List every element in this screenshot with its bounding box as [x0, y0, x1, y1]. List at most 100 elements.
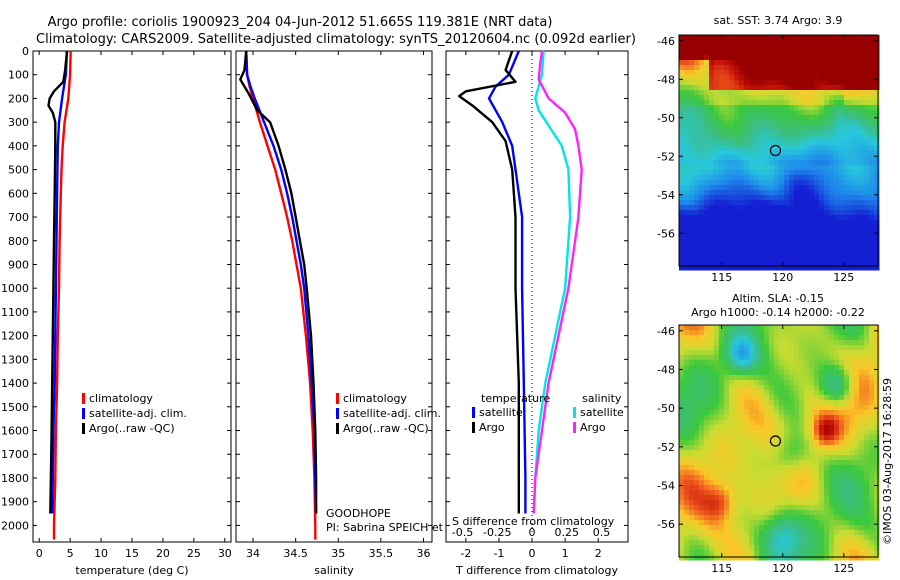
map-cell [684, 35, 690, 41]
map-cell [824, 360, 830, 366]
map-cell [789, 80, 795, 86]
map-cell [734, 205, 740, 211]
map-cell [724, 240, 730, 246]
map-cell [849, 90, 855, 96]
map-cell [704, 470, 710, 476]
map-cell [744, 400, 750, 406]
map-cell [864, 410, 870, 416]
map-cell [719, 550, 725, 556]
map-cell [849, 195, 855, 201]
map-cell [779, 145, 785, 151]
map-cell [844, 395, 850, 401]
map-cell [714, 355, 720, 361]
map-cell [839, 80, 845, 86]
map-cell [709, 375, 715, 381]
map-cell [719, 120, 725, 126]
map-cell [824, 150, 830, 156]
map-cell [699, 265, 705, 271]
map-cell [779, 375, 785, 381]
map-cell [819, 475, 825, 481]
map-cell [774, 115, 780, 121]
map-cell [874, 375, 880, 381]
map-cell [714, 215, 720, 221]
map-cell [714, 180, 720, 186]
map-cell [824, 435, 830, 441]
map-cell [714, 335, 720, 341]
map-cell [869, 530, 875, 536]
map-cell [714, 520, 720, 526]
map-cell [854, 370, 860, 376]
map-cell [699, 175, 705, 181]
map-cell [744, 350, 750, 356]
map-cell [714, 165, 720, 171]
map-cell [719, 535, 725, 541]
map-cell [704, 400, 710, 406]
map-cell [874, 395, 880, 401]
map-cell [844, 505, 850, 511]
map-cell [804, 215, 810, 221]
map-cell [739, 205, 745, 211]
map-cell [764, 120, 770, 126]
map-cell [739, 545, 745, 551]
map-cell [684, 385, 690, 391]
map-cell [814, 70, 820, 76]
map-cell [789, 355, 795, 361]
map-cell [819, 385, 825, 391]
map-cell [779, 500, 785, 506]
map-cell [754, 505, 760, 511]
map-cell [779, 350, 785, 356]
map-cell [819, 395, 825, 401]
map-cell [704, 110, 710, 116]
map-cell [719, 70, 725, 76]
map-cell [784, 465, 790, 471]
map-y-tick-label: -50 [657, 112, 675, 125]
map-cell [859, 425, 865, 431]
map-cell [799, 400, 805, 406]
map-cell [854, 60, 860, 66]
map-cell [789, 200, 795, 206]
map-cell [764, 450, 770, 456]
map-cell [769, 405, 775, 411]
map-cell [794, 380, 800, 386]
map-cell [759, 430, 765, 436]
map-cell [734, 355, 740, 361]
map-cell [719, 450, 725, 456]
map-cell [809, 55, 815, 61]
map-cell [809, 75, 815, 81]
map-cell [734, 90, 740, 96]
map-cell [694, 210, 700, 216]
map-cell [769, 110, 775, 116]
map-cell [769, 185, 775, 191]
map-cell [864, 225, 870, 231]
map-cell [679, 145, 685, 151]
map-cell [794, 485, 800, 491]
map-cell [714, 415, 720, 421]
map-cell [744, 260, 750, 266]
map-cell [794, 195, 800, 201]
map-cell [694, 50, 700, 56]
map-cell [749, 480, 755, 486]
map-cell [684, 200, 690, 206]
map-cell [779, 470, 785, 476]
map-cell [694, 470, 700, 476]
map-cell [724, 325, 730, 331]
map-cell [784, 55, 790, 61]
map-cell [744, 125, 750, 131]
map-cell [839, 375, 845, 381]
map-cell [749, 365, 755, 371]
map-cell [749, 360, 755, 366]
map-cell [829, 50, 835, 56]
map-cell [804, 220, 810, 226]
map-cell [709, 355, 715, 361]
map-cell [774, 365, 780, 371]
x-tick-label: 34.5 [283, 547, 308, 560]
map-cell [764, 265, 770, 271]
map-cell [864, 550, 870, 556]
map-cell [784, 415, 790, 421]
map-cell [859, 55, 865, 61]
map-cell [834, 430, 840, 436]
map-cell [779, 180, 785, 186]
map-cell [824, 90, 830, 96]
map-cell [794, 360, 800, 366]
map-cell [774, 195, 780, 201]
